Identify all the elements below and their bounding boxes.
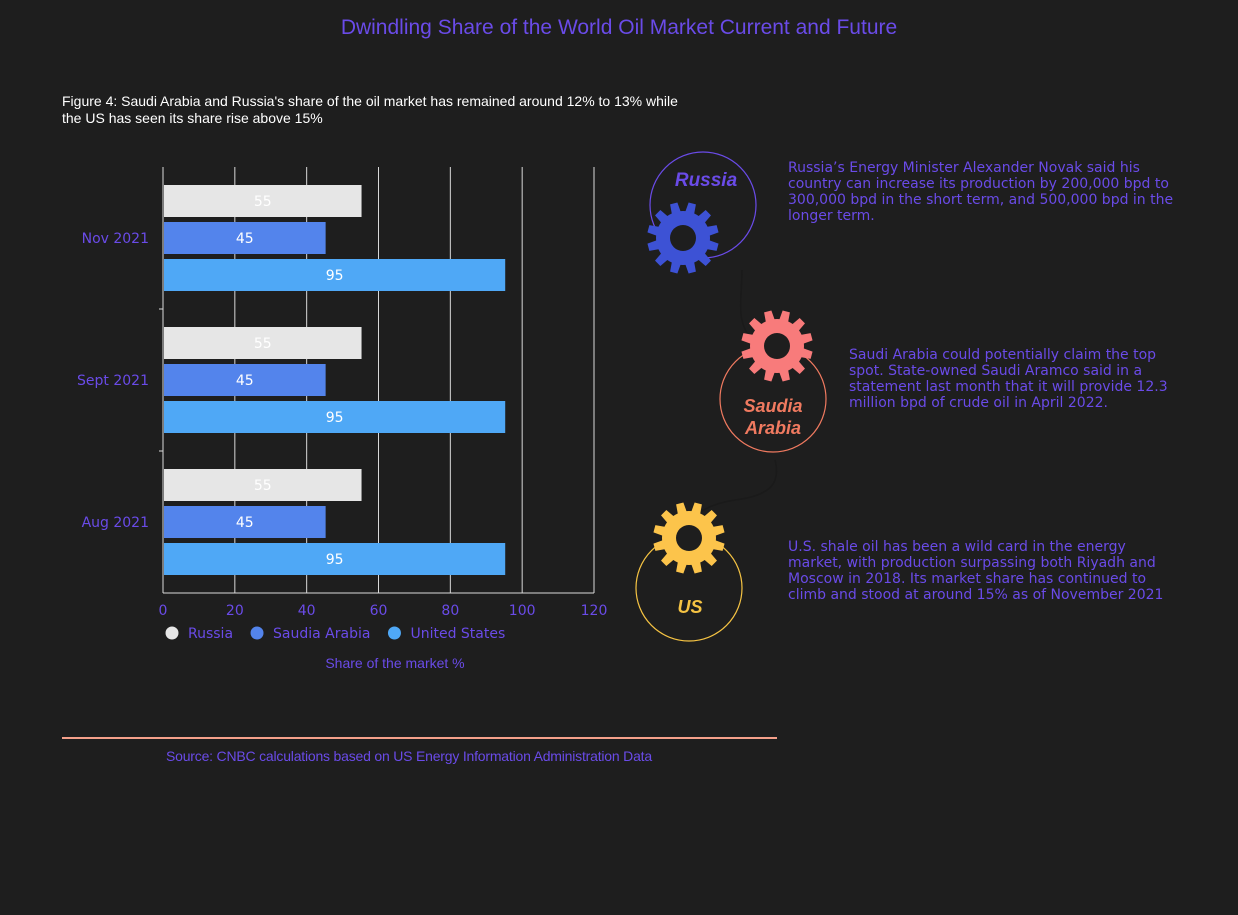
source-note: Source: CNBC calculations based on US En… bbox=[166, 748, 652, 764]
divider-line bbox=[62, 737, 777, 739]
bars: 55 45 95 55 45 95 55 45 95 bbox=[164, 185, 506, 575]
bar-data-label: 45 bbox=[236, 373, 254, 389]
bar bbox=[164, 401, 506, 433]
bar-data-label: 45 bbox=[236, 231, 254, 247]
x-axis-title: Share of the market % bbox=[325, 655, 465, 671]
russia-label: Russia bbox=[675, 170, 738, 191]
bar bbox=[164, 506, 326, 538]
y-category-label: Sept 2021 bbox=[77, 373, 149, 389]
x-tick-label: 40 bbox=[298, 603, 316, 619]
x-tick-label: 100 bbox=[509, 603, 536, 619]
y-category-label: Nov 2021 bbox=[82, 231, 149, 247]
bar-data-label: 55 bbox=[254, 478, 272, 494]
legend-label: United States bbox=[410, 626, 505, 642]
russia-note: Russia’s Energy Minister Alexander Novak… bbox=[788, 160, 1174, 224]
saudi-label-line1: Saudia bbox=[743, 396, 802, 416]
axes: 0 20 40 60 80 100 120 Nov 2021 Sept 2021 Aug 2021 bbox=[77, 167, 607, 619]
bar bbox=[164, 469, 362, 501]
bar-data-label: 95 bbox=[326, 552, 344, 568]
us-gear-icon bbox=[653, 502, 725, 574]
x-tick-label: 120 bbox=[581, 603, 608, 619]
connector-line bbox=[689, 459, 778, 521]
bar bbox=[164, 222, 326, 254]
connector-line bbox=[739, 269, 753, 341]
bar bbox=[164, 185, 362, 217]
x-tick-label: 80 bbox=[441, 603, 459, 619]
legend-swatch bbox=[165, 626, 179, 640]
us-circle bbox=[635, 534, 743, 642]
russia-gear-icon bbox=[647, 202, 719, 274]
legend-swatch bbox=[250, 626, 264, 640]
bar-data-label: 95 bbox=[326, 268, 344, 284]
x-tick-label: 60 bbox=[370, 603, 388, 619]
legend: Russia Saudia Arabia United States bbox=[165, 626, 505, 642]
legend-label: Saudia Arabia bbox=[273, 626, 370, 642]
legend-swatch bbox=[387, 626, 401, 640]
us-note: U.S. shale oil has been a wild card in t… bbox=[788, 539, 1164, 603]
bar-data-label: 95 bbox=[326, 410, 344, 426]
bar bbox=[164, 327, 362, 359]
us-label: US bbox=[677, 597, 702, 617]
x-tick-label: 20 bbox=[226, 603, 244, 619]
bar-data-label: 45 bbox=[236, 515, 254, 531]
legend-label: Russia bbox=[188, 626, 233, 642]
saudi-gear-icon bbox=[741, 310, 813, 382]
bar-data-label: 55 bbox=[254, 194, 272, 210]
bar bbox=[164, 543, 506, 575]
russia-circle bbox=[649, 151, 757, 259]
bar-data-label: 55 bbox=[254, 336, 272, 352]
chart-subtitle: Figure 4: Saudi Arabia and Russia's shar… bbox=[62, 93, 678, 126]
y-category-label: Aug 2021 bbox=[82, 515, 149, 531]
bar bbox=[164, 259, 506, 291]
x-tick-label: 0 bbox=[159, 603, 168, 619]
saudi-note: Saudi Arabia could potentially claim the… bbox=[849, 347, 1168, 411]
bar-chart: 55 45 95 55 45 95 55 45 95 0 20 40 60 80 100 120 Nov 20… bbox=[77, 167, 607, 642]
saudi-label-line2: Arabia bbox=[744, 418, 801, 438]
saudi-circle bbox=[719, 345, 827, 453]
page-title: Dwindling Share of the World Oil Market … bbox=[340, 16, 898, 39]
bar bbox=[164, 364, 326, 396]
